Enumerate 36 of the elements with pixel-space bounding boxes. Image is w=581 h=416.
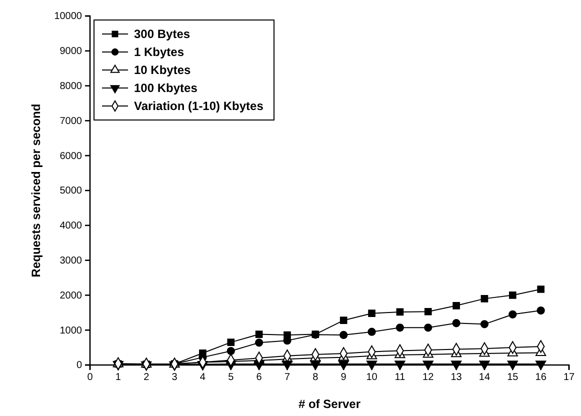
y-tick-label: 1000	[60, 325, 82, 336]
legend-label: Variation (1-10) Kbytes	[134, 99, 264, 113]
x-tick-label: 6	[256, 372, 262, 384]
x-tick-label: 12	[422, 372, 434, 384]
x-axis-title: # of Server	[298, 397, 361, 411]
y-tick-label: 2000	[60, 290, 82, 302]
x-tick-label: 2	[144, 372, 150, 384]
x-tick-label: 7	[284, 372, 290, 384]
legend-label: 300 Bytes	[134, 27, 190, 41]
y-tick-label: 5000	[60, 186, 82, 197]
x-tick-label: 3	[172, 372, 178, 384]
y-tick-label: 9000	[60, 46, 82, 58]
x-tick-label: 8	[312, 372, 319, 384]
y-tick-label: 10000	[54, 11, 82, 22]
x-tick-label: 17	[563, 372, 575, 384]
x-tick-label: 13	[450, 372, 462, 384]
x-tick-label: 4	[200, 372, 206, 384]
x-tick-label: 15	[507, 372, 519, 384]
x-tick-label: 1	[115, 372, 122, 384]
x-tick-label: 5	[228, 372, 234, 384]
legend-label: 1 Kbytes	[134, 45, 184, 59]
y-tick-label: 8000	[60, 81, 82, 92]
x-tick-label: 0	[87, 372, 94, 384]
y-tick-label: 6000	[60, 150, 82, 162]
y-tick-label: 7000	[60, 116, 82, 127]
legend-label: 100 Kbytes	[134, 81, 198, 95]
y-tick-label: 0	[76, 360, 82, 372]
legend-label: 10 Kbytes	[134, 63, 192, 77]
x-tick-label: 10	[366, 372, 378, 384]
x-tick-label: 16	[535, 372, 547, 384]
y-tick-label: 3000	[60, 256, 82, 266]
x-tick-label: 11	[394, 372, 406, 384]
x-tick-label: 14	[478, 372, 490, 384]
y-axis-title: Requests serviced per second	[29, 104, 43, 278]
y-tick-label: 4000	[60, 220, 82, 232]
x-tick-label: 9	[340, 372, 347, 384]
